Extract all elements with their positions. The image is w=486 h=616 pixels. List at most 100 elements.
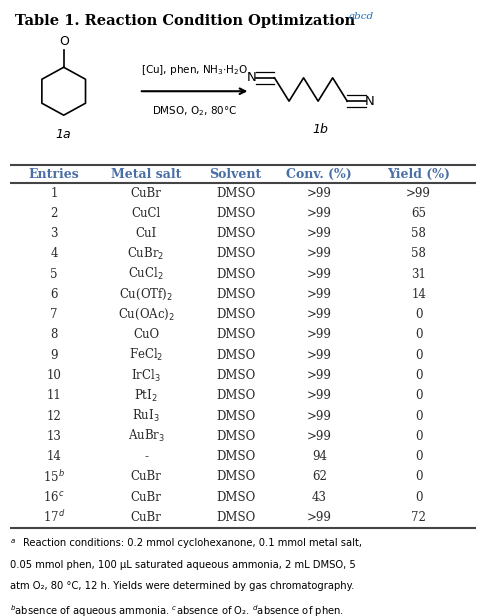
Text: 0.05 mmol phen, 100 μL saturated aqueous ammonia, 2 mL DMSO, 5: 0.05 mmol phen, 100 μL saturated aqueous… (10, 560, 356, 570)
Text: 1b: 1b (312, 123, 329, 136)
Text: 0: 0 (415, 450, 422, 463)
Text: CuCl: CuCl (131, 207, 161, 220)
Text: 15$^b$: 15$^b$ (43, 469, 65, 485)
Text: DMSO: DMSO (216, 227, 255, 240)
Text: Solvent: Solvent (209, 168, 262, 180)
Text: CuBr: CuBr (131, 491, 161, 504)
Text: 0: 0 (415, 389, 422, 402)
Text: Cu(OAc)$_2$: Cu(OAc)$_2$ (118, 307, 174, 322)
Text: Conv. (%): Conv. (%) (286, 168, 352, 180)
Text: -: - (144, 450, 148, 463)
Text: PtI$_2$: PtI$_2$ (134, 387, 158, 404)
Text: 43: 43 (312, 491, 327, 504)
Text: DMSO: DMSO (216, 207, 255, 220)
Text: O: O (59, 35, 69, 48)
Text: Metal salt: Metal salt (111, 168, 181, 180)
Text: DMSO: DMSO (216, 268, 255, 281)
Text: 31: 31 (411, 268, 426, 281)
Text: 4: 4 (50, 248, 58, 261)
Text: IrCl$_3$: IrCl$_3$ (131, 368, 161, 384)
Text: 58: 58 (411, 227, 426, 240)
Text: 11: 11 (47, 389, 61, 402)
Text: Table 1. Reaction Condition Optimization: Table 1. Reaction Condition Optimization (15, 14, 355, 28)
Text: [Cu], phen, NH$_3$$\cdot$H$_2$O: [Cu], phen, NH$_3$$\cdot$H$_2$O (141, 63, 248, 77)
Text: 5: 5 (50, 268, 58, 281)
Text: 0: 0 (415, 308, 422, 321)
Text: 62: 62 (312, 471, 327, 484)
Text: 6: 6 (50, 288, 58, 301)
Text: >99: >99 (307, 349, 332, 362)
Text: DMSO: DMSO (216, 410, 255, 423)
Text: >99: >99 (307, 248, 332, 261)
Text: 3: 3 (50, 227, 58, 240)
Text: Entries: Entries (29, 168, 79, 180)
Text: >99: >99 (307, 369, 332, 382)
Text: CuBr$_2$: CuBr$_2$ (127, 246, 165, 262)
Text: >99: >99 (406, 187, 431, 200)
Text: 0: 0 (415, 471, 422, 484)
Text: 9: 9 (50, 349, 58, 362)
Text: 65: 65 (411, 207, 426, 220)
Text: 1: 1 (51, 187, 58, 200)
Text: DMSO: DMSO (216, 471, 255, 484)
Text: N: N (365, 95, 375, 108)
Text: 72: 72 (411, 511, 426, 524)
Text: DMSO: DMSO (216, 491, 255, 504)
Text: 0: 0 (415, 410, 422, 423)
Text: 16$^c$: 16$^c$ (43, 490, 65, 504)
Text: 14: 14 (47, 450, 61, 463)
Text: 58: 58 (411, 248, 426, 261)
Text: 10: 10 (47, 369, 61, 382)
Text: DMSO: DMSO (216, 450, 255, 463)
Text: atm O₂, 80 °C, 12 h. Yields were determined by gas chromatography.: atm O₂, 80 °C, 12 h. Yields were determi… (10, 582, 355, 591)
Text: Reaction conditions: 0.2 mmol cyclohexanone, 0.1 mmol metal salt,: Reaction conditions: 0.2 mmol cyclohexan… (23, 538, 362, 548)
Text: 0: 0 (415, 349, 422, 362)
Text: 0: 0 (415, 369, 422, 382)
Text: 13: 13 (47, 430, 61, 443)
Text: 8: 8 (51, 328, 58, 341)
Text: >99: >99 (307, 207, 332, 220)
Text: DMSO: DMSO (216, 328, 255, 341)
Text: 0: 0 (415, 430, 422, 443)
Text: CuBr: CuBr (131, 511, 161, 524)
Text: DMSO: DMSO (216, 308, 255, 321)
Text: DMSO: DMSO (216, 369, 255, 382)
Text: 14: 14 (411, 288, 426, 301)
Text: >99: >99 (307, 389, 332, 402)
Text: CuO: CuO (133, 328, 159, 341)
Text: 0: 0 (415, 491, 422, 504)
Text: >99: >99 (307, 308, 332, 321)
Text: 2: 2 (51, 207, 58, 220)
Text: DMSO: DMSO (216, 187, 255, 200)
Text: abcd: abcd (348, 12, 374, 21)
Text: RuI$_3$: RuI$_3$ (132, 408, 160, 424)
Text: 0: 0 (415, 328, 422, 341)
Text: 17$^d$: 17$^d$ (43, 509, 65, 525)
Text: CuCl$_2$: CuCl$_2$ (128, 266, 164, 282)
Text: >99: >99 (307, 430, 332, 443)
Text: Cu(OTf)$_2$: Cu(OTf)$_2$ (119, 287, 173, 302)
Text: DMSO: DMSO (216, 430, 255, 443)
Text: CuBr: CuBr (131, 187, 161, 200)
Text: 1a: 1a (56, 128, 71, 141)
Text: DMSO, O$_2$, 80°C: DMSO, O$_2$, 80°C (152, 104, 237, 118)
Text: $^b$absence of aqueous ammonia. $^c$absence of O₂. $^d$absence of phen.: $^b$absence of aqueous ammonia. $^c$abse… (10, 603, 345, 616)
Text: AuBr$_3$: AuBr$_3$ (127, 428, 165, 444)
Text: $^{a}$: $^{a}$ (10, 538, 17, 548)
Text: CuI: CuI (136, 227, 156, 240)
Text: Yield (%): Yield (%) (387, 168, 450, 180)
Text: >99: >99 (307, 328, 332, 341)
Text: 7: 7 (50, 308, 58, 321)
Text: FeCl$_2$: FeCl$_2$ (129, 347, 163, 363)
Text: >99: >99 (307, 227, 332, 240)
Text: DMSO: DMSO (216, 288, 255, 301)
Text: DMSO: DMSO (216, 511, 255, 524)
Text: >99: >99 (307, 410, 332, 423)
Text: N: N (247, 71, 257, 84)
Text: >99: >99 (307, 187, 332, 200)
Text: DMSO: DMSO (216, 248, 255, 261)
Text: DMSO: DMSO (216, 349, 255, 362)
Text: 12: 12 (47, 410, 61, 423)
Text: 94: 94 (312, 450, 327, 463)
Text: >99: >99 (307, 511, 332, 524)
